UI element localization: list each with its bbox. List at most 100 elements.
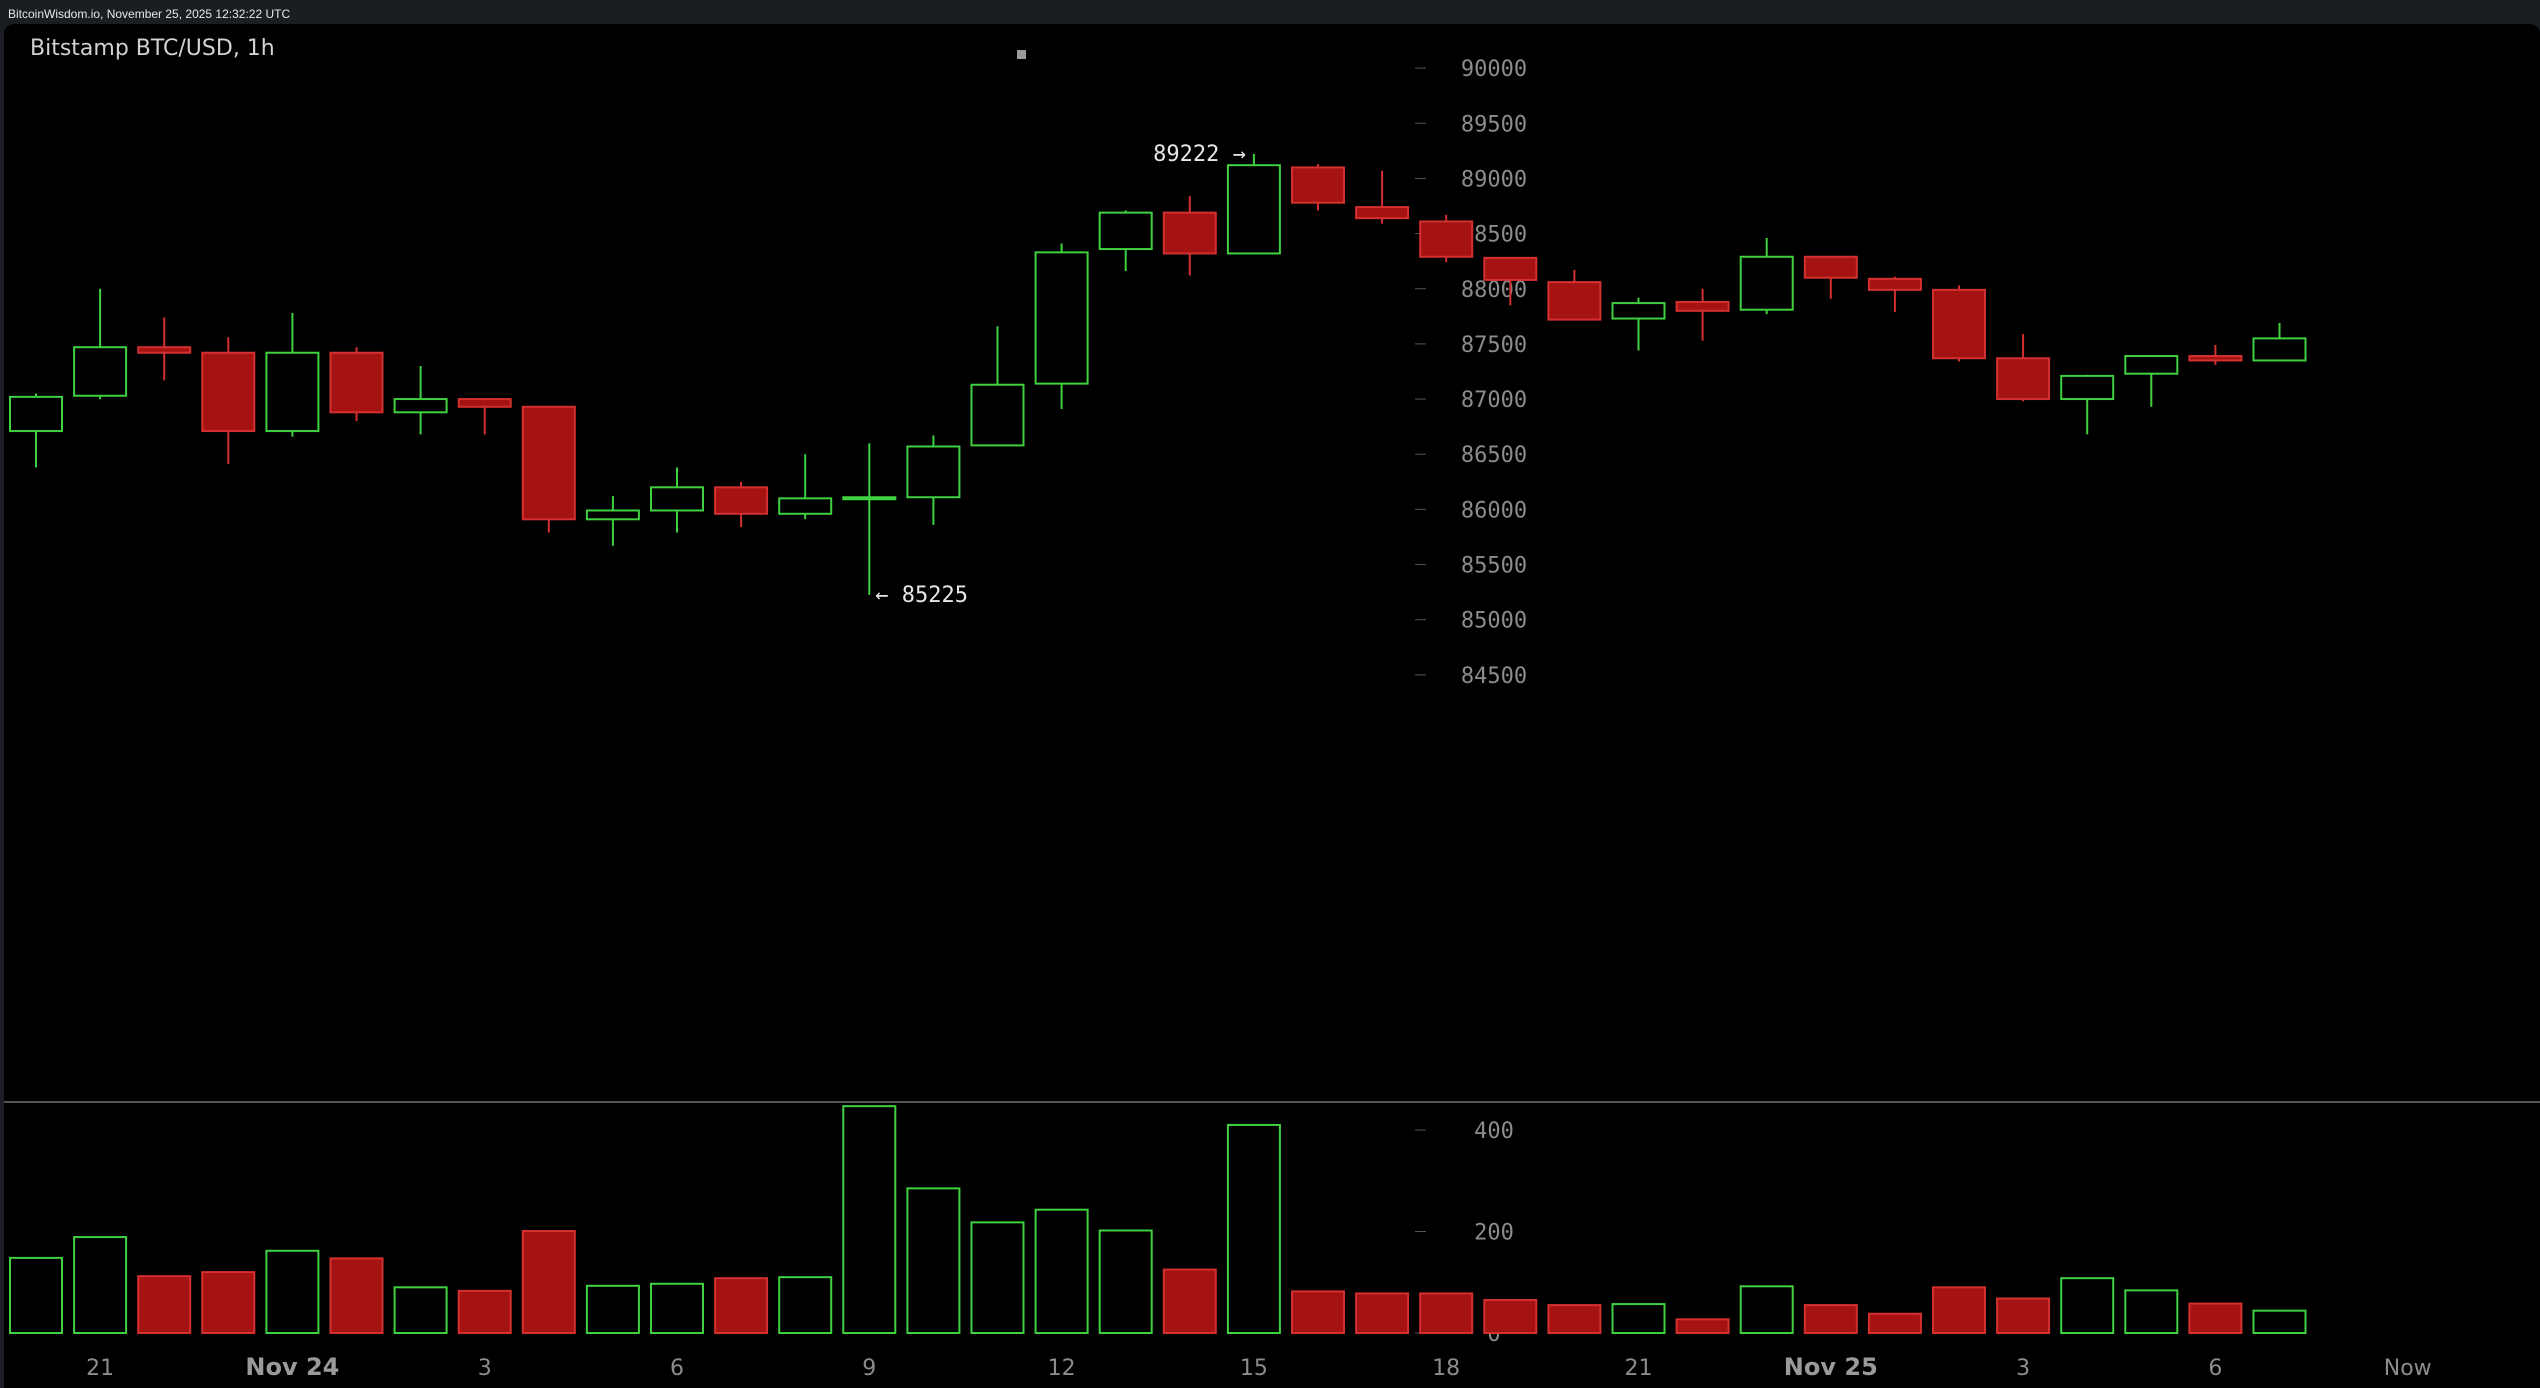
price-tick-label: 89500 xyxy=(1461,112,1527,137)
volume-bar-up xyxy=(906,1187,961,1335)
price-tick-label: 88000 xyxy=(1461,278,1527,303)
volume-bar-up xyxy=(2252,1309,2307,1335)
candle-down xyxy=(1419,214,1474,263)
now-label: Now xyxy=(2384,1356,2432,1381)
volume-bar-down xyxy=(1355,1292,1410,1335)
price-tick-label: 87500 xyxy=(1461,333,1527,358)
volume-bar-up xyxy=(970,1221,1025,1334)
candle-down xyxy=(1803,255,1858,299)
volume-bar-up xyxy=(1098,1229,1153,1334)
candle-body xyxy=(1483,256,1538,281)
candle-body xyxy=(1291,166,1345,204)
candle-body xyxy=(265,351,320,433)
candle-up xyxy=(265,313,320,437)
price-tick-label: 86000 xyxy=(1461,498,1527,523)
price-tick-label: 85500 xyxy=(1461,554,1527,579)
candle-up xyxy=(1611,297,1666,351)
volume-bar-down xyxy=(1867,1312,1922,1334)
candle-body xyxy=(2252,337,2307,362)
volume-bar-up xyxy=(9,1256,63,1335)
candle-up xyxy=(2252,322,2307,362)
volume-bar-down xyxy=(1996,1297,2051,1334)
candle-down xyxy=(1162,196,1217,276)
hour-label: 6 xyxy=(2208,1356,2222,1381)
candle-down xyxy=(1867,276,1922,312)
hour-label: 21 xyxy=(86,1356,114,1381)
candle-up xyxy=(842,443,897,595)
candle-up xyxy=(1098,210,1153,272)
candle-up xyxy=(585,496,640,546)
candle-body xyxy=(1996,357,2051,401)
candle-body xyxy=(1611,302,1666,320)
candle-body xyxy=(2124,355,2179,375)
candle-body xyxy=(329,351,384,414)
volume-bars xyxy=(9,1105,2307,1335)
candle-body xyxy=(1803,255,1858,279)
candle-down xyxy=(201,337,256,465)
volume-tick-label: 400 xyxy=(1474,1119,1514,1144)
candle-up xyxy=(906,435,961,525)
candle-down xyxy=(1355,170,1410,224)
volume-tick-label: 200 xyxy=(1474,1221,1514,1246)
date-label: Nov 24 xyxy=(245,1353,339,1381)
low-annotation: ← 85225 xyxy=(875,583,968,608)
price-tick-label: 85000 xyxy=(1461,609,1527,634)
candle-body xyxy=(906,445,961,499)
volume-bar-up xyxy=(265,1249,320,1335)
volume-bar-down xyxy=(1162,1268,1217,1334)
candle-body xyxy=(457,398,512,408)
candle-body xyxy=(393,398,448,414)
chart-menu-marker[interactable] xyxy=(1017,50,1026,59)
volume-bar-up xyxy=(1034,1208,1089,1334)
candle-up xyxy=(1739,238,1794,315)
candle-up xyxy=(9,393,63,468)
annotations: 89222 → ← 85225 xyxy=(875,142,1246,608)
hour-label: 15 xyxy=(1240,1356,1268,1381)
chart-panel[interactable]: 84500 85000 85500 86000 86500 87000 87500 88000… xyxy=(4,24,2540,1388)
hour-label: 18 xyxy=(1432,1356,1460,1381)
volume-bar-up xyxy=(1226,1123,1281,1335)
candle-down xyxy=(1675,288,1730,341)
candle-body xyxy=(1162,211,1217,255)
candle-body xyxy=(137,346,192,354)
volume-bar-up xyxy=(585,1284,640,1334)
candle-down xyxy=(1483,256,1538,306)
time-axis: 21 Nov 24 3 6 9 12 15 18 21 Nov 25 3 6 Now xyxy=(86,1353,2432,1381)
candle-down xyxy=(714,481,769,528)
candle-up xyxy=(778,454,833,520)
volume-bar-down xyxy=(521,1229,576,1335)
hour-label: 3 xyxy=(2016,1356,2030,1381)
hour-label: 12 xyxy=(1048,1356,1076,1381)
candle-body xyxy=(1226,164,1281,255)
chart-title: Bitstamp BTC/USD, 1h xyxy=(30,36,275,61)
candle-body xyxy=(1355,206,1410,220)
candle-body xyxy=(650,486,704,512)
date-label: Nov 25 xyxy=(1784,1353,1878,1381)
price-tick-label: 87000 xyxy=(1461,388,1527,413)
candle-up xyxy=(393,365,448,435)
price-tick-label: 89000 xyxy=(1461,167,1527,192)
candle-body xyxy=(9,395,63,433)
timestamp-header: BitcoinWisdom.io, November 25, 2025 12:3… xyxy=(8,7,291,21)
volume-bar-down xyxy=(201,1271,256,1334)
candle-body xyxy=(1547,281,1602,321)
chart-canvas[interactable]: 84500 85000 85500 86000 86500 87000 87500 88000… xyxy=(4,24,2540,1388)
candle-up xyxy=(73,288,128,400)
candle-body xyxy=(1419,220,1474,258)
volume-bar-down xyxy=(137,1275,192,1335)
high-annotation: 89222 → xyxy=(1153,142,1246,167)
candle-body xyxy=(714,486,769,515)
candle-body xyxy=(1034,251,1089,385)
hour-label: 6 xyxy=(670,1356,684,1381)
volume-bar-down xyxy=(329,1257,384,1334)
volume-bar-down xyxy=(1803,1304,1858,1335)
volume-bar-up xyxy=(1739,1285,1794,1335)
volume-bar-up xyxy=(842,1105,897,1334)
candle-body xyxy=(73,346,128,397)
volume-bar-up xyxy=(1611,1303,1666,1335)
price-axis: 84500 85000 85500 86000 86500 87000 87500 88000… xyxy=(1415,57,1527,689)
candle-up xyxy=(1034,243,1089,409)
candle-body xyxy=(1098,211,1153,251)
candle-up xyxy=(970,326,1025,447)
price-tick-label: 90000 xyxy=(1461,57,1527,82)
